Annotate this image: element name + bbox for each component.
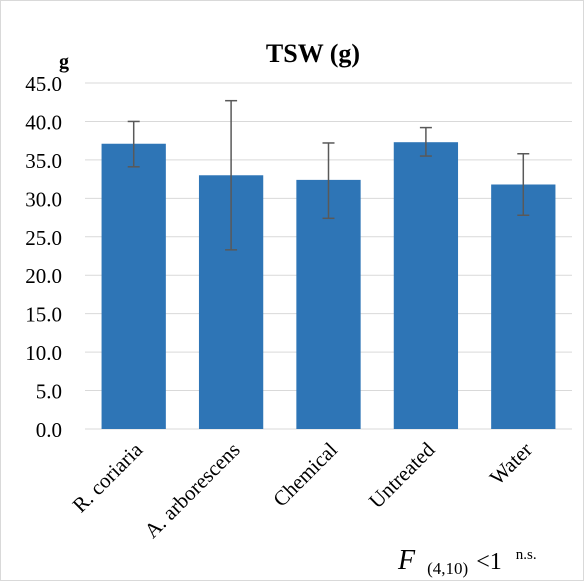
f-statistic: F (4,10) <1 n.s. [397, 545, 537, 580]
x-tick-label: A. arborescens [139, 438, 244, 543]
y-tick-label: 20.0 [25, 264, 62, 288]
f-relation: <1 [476, 549, 502, 575]
x-tick-label: Water [485, 438, 537, 490]
y-axis-label: g [59, 51, 69, 73]
bars [101, 142, 556, 429]
x-tick-label: Untreated [364, 437, 440, 513]
bar [101, 143, 166, 429]
chart-title: TSW (g) [266, 39, 360, 68]
y-tick-label: 0.0 [36, 418, 62, 442]
y-axis: 0.0 5.0 10.0 15.0 20.0 25.0 30.0 35.0 40.0 45.0 [25, 72, 62, 442]
error-bars [127, 99, 530, 251]
grid [85, 82, 572, 430]
x-tick-label: R. coriaria [68, 437, 148, 517]
y-tick-label: 25.0 [25, 226, 62, 250]
y-tick-label: 35.0 [25, 149, 62, 173]
f-subscript: (4,10) [427, 559, 468, 578]
x-tick-label: Chemical [268, 437, 342, 511]
bar [491, 184, 556, 429]
f-superscript: n.s. [516, 547, 537, 563]
y-tick-label: 5.0 [36, 380, 62, 404]
y-tick-label: 45.0 [25, 72, 62, 96]
y-tick-label: 10.0 [25, 341, 62, 365]
bar [393, 142, 459, 429]
f-symbol: F [397, 545, 416, 576]
y-tick-label: 30.0 [25, 187, 62, 211]
bar [296, 179, 361, 429]
y-tick-label: 15.0 [25, 303, 62, 327]
y-tick-label: 40.0 [25, 110, 62, 134]
